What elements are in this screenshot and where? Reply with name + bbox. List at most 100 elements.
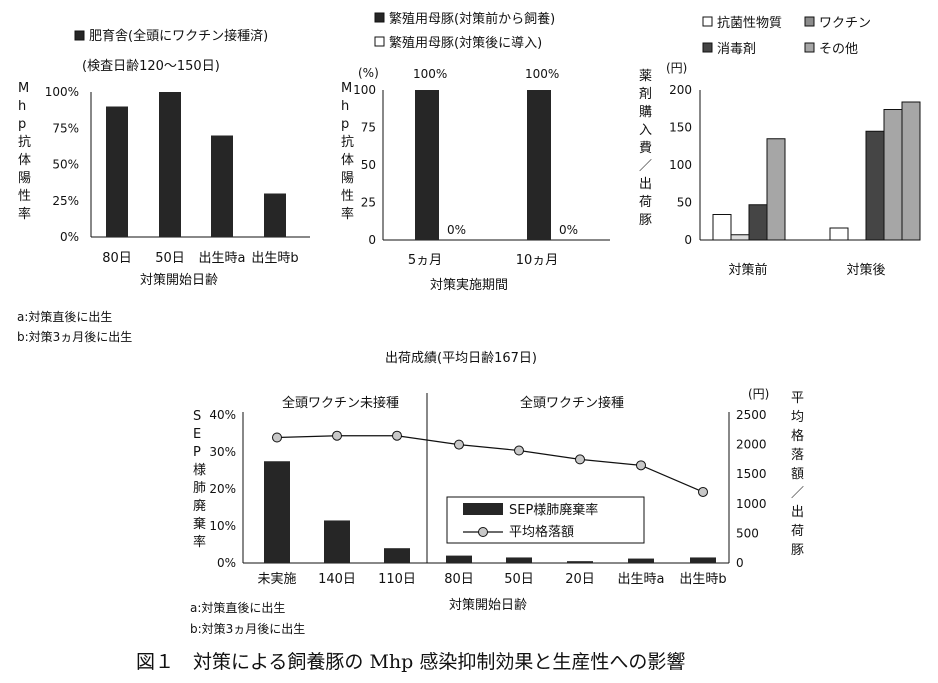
- chart4-point: [514, 445, 524, 456]
- chart2-bar-label: 0%: [559, 223, 578, 237]
- chart4-note-a: a:対策直後に出生: [190, 601, 285, 615]
- chart4-point: [698, 486, 708, 497]
- chart3-bar: [865, 130, 885, 241]
- chart2-bar-label: 100%: [525, 67, 559, 81]
- chart4-category: 出生時b: [679, 572, 726, 587]
- chart4-bar: [567, 561, 593, 563]
- chart3-legend-swatch-2: [804, 16, 815, 27]
- chart3-bars: [712, 101, 921, 241]
- chart4-category: 50日: [504, 572, 534, 587]
- chart4-point: [392, 430, 402, 441]
- chart1-category: 出生時b: [251, 251, 298, 266]
- chart2-ytick: 0: [368, 233, 376, 247]
- chart3-yunit: (円): [666, 61, 687, 75]
- chart4-bar: [506, 557, 532, 563]
- chart3-ytick: 200: [669, 83, 692, 97]
- chart1-category: 出生時a: [199, 251, 246, 266]
- chart1-category: 50日: [155, 251, 185, 266]
- chart3-category: 対策後: [846, 262, 885, 278]
- chart4-category: 110日: [378, 572, 416, 587]
- chart4-point: [272, 432, 282, 443]
- chart2-ytick: 25: [361, 196, 376, 210]
- chart4-note-b: b:対策3ヵ月後に出生: [190, 622, 305, 636]
- chart1-bars: [106, 92, 286, 237]
- figure-caption: 図１ 対策による飼養豚の Mhp 感染抑制効果と生産性への影響: [136, 651, 685, 673]
- chart1-note-b: b:対策3ヵ月後に出生: [17, 330, 132, 344]
- chart1-legend-swatch: [74, 30, 85, 41]
- chart3-ytick: 100: [669, 158, 692, 172]
- chart3-bar: [883, 109, 903, 241]
- chart1-category: 80日: [102, 251, 132, 266]
- chart4-point: [575, 454, 585, 465]
- chart4-legend-marker: [478, 527, 488, 537]
- chart4-ylabel-right: 平均格落額／出荷豚: [791, 391, 804, 558]
- chart4-right-ytick-labels: 0 500 1000 1500 2000 2500: [736, 408, 767, 570]
- chart4-right-ytick: 0: [736, 556, 744, 570]
- chart2-xlabel: 対策実施期間: [430, 277, 508, 293]
- chart3-ylabel: 薬剤購入費／出荷豚: [639, 69, 652, 228]
- chart1-xlabel: 対策開始日齢: [140, 272, 218, 288]
- chart1-ytick: 25%: [52, 194, 79, 208]
- chart4-point: [636, 460, 646, 471]
- chart2-yunit: (%): [358, 66, 379, 80]
- chart1-ytick-labels: 0% 25% 50% 75% 100%: [45, 85, 79, 244]
- chart3-bar: [766, 138, 786, 241]
- chart3-ytick-labels: 0 50 100 150 200: [669, 83, 692, 247]
- chart1-bar: [264, 193, 286, 237]
- chart3-bar: [829, 227, 849, 241]
- chart1-ytick: 100%: [45, 85, 79, 99]
- chart3-ytick: 0: [684, 233, 692, 247]
- chart3-ytick: 50: [677, 196, 692, 210]
- chart4-point: [332, 430, 342, 441]
- chart3-legend-label-3: 消毒剤: [717, 41, 756, 57]
- chart1-note-a: a:対策直後に出生: [17, 310, 112, 324]
- chart4-section-2: 全頭ワクチン接種: [520, 395, 624, 411]
- chart1-bar: [159, 92, 181, 237]
- chart4-category: 出生時a: [618, 572, 665, 587]
- chart4-left-ytick: 30%: [209, 445, 236, 459]
- chart1-legend-label: 肥育舎(全頭にワクチン接種済): [89, 28, 268, 44]
- chart4-bar: [324, 520, 350, 563]
- chart4-bar: [446, 555, 472, 563]
- chart1-category-labels: 80日 50日 出生時a 出生時b: [102, 251, 298, 266]
- chart1-bar: [106, 106, 128, 237]
- chart4-bar: [628, 558, 654, 563]
- chart2-bar-label: 100%: [413, 67, 447, 81]
- chart4-category: 140日: [318, 572, 356, 587]
- chart4-left-ytick-labels: 0% 10% 20% 30% 40%: [209, 408, 236, 570]
- chart4: 出荷成績(平均日齢167日) S E P 様肺廃棄率 (円) 平均格落額／出荷豚 全頭…: [190, 351, 804, 636]
- chart2-ytick: 100: [353, 83, 376, 97]
- chart4-ylabel-left: S E P 様肺廃棄率: [193, 409, 206, 550]
- chart1-ytick: 75%: [52, 121, 79, 135]
- chart3-legend-swatch-1: [702, 16, 713, 27]
- chart4-right-ytick: 2500: [736, 408, 767, 422]
- chart4-point: [454, 439, 464, 450]
- chart3-bar: [730, 234, 750, 241]
- chart4-category: 20日: [565, 572, 595, 587]
- chart3-bar: [748, 204, 768, 241]
- chart4-right-ytick: 1500: [736, 467, 767, 481]
- chart4-left-ytick: 10%: [209, 519, 236, 533]
- chart3-legend-swatch-4: [804, 42, 815, 53]
- chart2-category: 10ヵ月: [516, 253, 559, 268]
- chart2-legend-swatch-1: [374, 12, 385, 23]
- chart4-left-ytick: 20%: [209, 482, 236, 496]
- chart3-legend-label-2: ワクチン: [819, 16, 871, 31]
- chart4-legend-bar-swatch: [463, 503, 503, 515]
- chart3-bar: [712, 214, 732, 241]
- chart2-bars: 100% 0% 100% 0%: [413, 67, 578, 240]
- chart2-legend-label-2: 繁殖用母豚(対策後に導入): [389, 35, 542, 51]
- chart4-line: [276, 435, 704, 493]
- chart2-bar-label: 0%: [447, 223, 466, 237]
- chart4-category: 80日: [444, 572, 474, 587]
- chart4-right-ytick: 1000: [736, 497, 767, 511]
- chart1-ytick: 0%: [60, 230, 79, 244]
- chart4-category: 未実施: [257, 571, 296, 587]
- chart2-ytick-labels: 0 25 50 75 100: [353, 83, 376, 247]
- chart2-bar: [415, 90, 439, 240]
- chart4-right-ytick: 500: [736, 526, 759, 540]
